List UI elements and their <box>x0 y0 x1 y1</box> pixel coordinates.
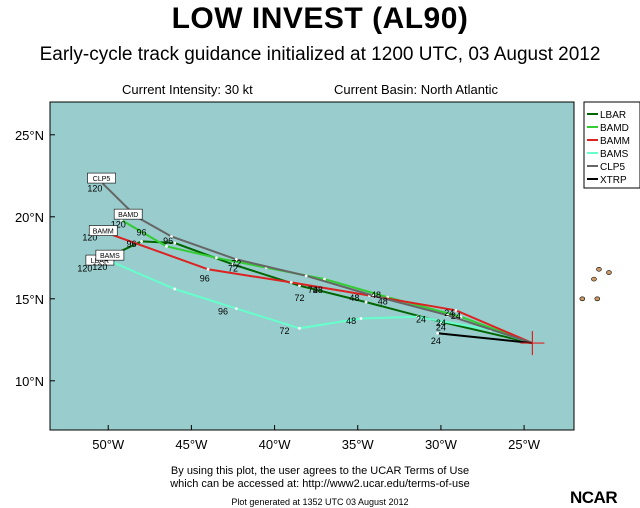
island-group <box>579 266 612 302</box>
track-point <box>304 274 308 278</box>
island-1 <box>606 270 612 275</box>
forecast-hour-label: 24 <box>444 308 454 318</box>
track-point <box>416 315 420 319</box>
forecast-hour-label: 72 <box>295 293 305 303</box>
track-point <box>459 315 463 319</box>
forecast-hour-label: 120 <box>111 219 126 229</box>
forecast-hour-label: 96 <box>136 228 146 238</box>
lat-tick-label: 10°N <box>15 374 44 389</box>
track-point <box>289 281 293 284</box>
forecast-hour-label: 48 <box>346 316 356 326</box>
lon-tick-label: 30°W <box>425 437 458 452</box>
ocean-frame <box>49 101 575 431</box>
current-position-marker <box>520 331 545 356</box>
track-point <box>371 294 375 297</box>
track-point <box>165 244 168 248</box>
legend-label-bams: BAMS <box>600 149 629 160</box>
terms-line-2[interactable]: which can be accessed at: http://www2.uc… <box>170 478 470 490</box>
lat-tick-label: 25°N <box>15 128 44 143</box>
track-lines: 24487296120LBAR24487296120BAMD2448729612… <box>77 172 533 346</box>
track-point <box>140 240 143 243</box>
legend-label-xtrp: XTRP <box>600 175 627 186</box>
legend-box <box>583 101 640 189</box>
model-tag-box <box>95 249 125 261</box>
island-3 <box>594 296 601 302</box>
forecast-hour-label: 24 <box>416 314 426 324</box>
lon-tick-label: 40°W <box>259 437 292 452</box>
track-point <box>298 284 301 288</box>
forecast-hour-label: 72 <box>280 326 290 336</box>
model-tag-label: BAMD <box>118 212 138 219</box>
forecast-hour-label: 96 <box>218 306 228 316</box>
track-point <box>323 277 326 281</box>
island-0 <box>591 276 597 282</box>
page-title: LOW INVEST (AL90) <box>171 2 469 35</box>
track-point <box>231 262 235 266</box>
forecast-hour-label: 120 <box>92 262 107 272</box>
model-tag-box <box>87 172 116 184</box>
lat-tick-label: 15°N <box>15 292 44 307</box>
forecast-hour-label: 96 <box>200 273 210 283</box>
lat-tick-label: 20°N <box>15 210 44 225</box>
lon-tick-label: 50°W <box>92 437 125 452</box>
forecast-hour-label: 120 <box>77 264 92 274</box>
legend-label-bamd: BAMD <box>600 123 629 134</box>
forecast-hour-label: 96 <box>127 239 137 249</box>
track-point <box>446 313 449 317</box>
lon-tick-label: 45°W <box>175 437 208 452</box>
track-point <box>436 331 439 335</box>
forecast-hour-label: 48 <box>349 293 359 303</box>
track-xtrp <box>437 332 533 345</box>
current-basin: Current Basin: North Atlantic <box>334 82 499 97</box>
forecast-hour-label: 120 <box>87 183 102 193</box>
forecast-hour-label: 24 <box>451 311 461 321</box>
forecast-hour-label: 24 <box>436 318 446 328</box>
ncar-logo: NCAR <box>570 488 618 507</box>
track-bamm <box>102 230 533 345</box>
page-subtitle: Early-cycle track guidance initialized a… <box>39 44 601 65</box>
forecast-hour-label: 48 <box>378 296 388 306</box>
forecast-hour-label: 72 <box>308 285 318 295</box>
track-point <box>454 308 458 312</box>
forecast-hour-label: 120 <box>82 232 97 242</box>
forecast-hour-label: 24 <box>436 323 446 333</box>
island-4 <box>596 266 602 272</box>
track-point <box>234 307 238 311</box>
legend-label-bamm: BAMM <box>600 136 630 147</box>
model-tag-label: BAMS <box>100 253 120 260</box>
terms-line-1: By using this plot, the user agrees to t… <box>170 465 470 477</box>
forecast-hour-label: 96 <box>163 236 173 246</box>
track-bams <box>109 260 533 345</box>
legend-label-clp5: CLP5 <box>600 162 625 173</box>
lon-tick-label: 25°W <box>508 437 541 452</box>
track-point <box>170 235 173 238</box>
track-point <box>173 287 177 291</box>
legend: LBAR BAMD BAMM BAMS CLP5 XTRP <box>583 101 640 189</box>
model-tag-label: CLP5 <box>93 176 111 183</box>
forecast-hour-label: 48 <box>313 285 323 295</box>
track-point <box>234 258 238 261</box>
forecast-hour-label: 72 <box>228 264 238 274</box>
legend-label-lbar: LBAR <box>600 110 626 121</box>
axis-ticks: 50°W 45°W 40°W 35°W 30°W 25°W 25°N 20°N 15°N 10°N <box>15 128 541 452</box>
model-tag-label: BAMM <box>93 229 114 236</box>
track-point <box>173 241 177 245</box>
forecast-hour-label: 48 <box>371 290 381 300</box>
model-tag-label: LBAR <box>91 258 109 265</box>
track-point <box>298 326 301 330</box>
track-point <box>214 256 218 260</box>
model-tag-box <box>88 225 118 236</box>
forecast-hour-label: 24 <box>431 336 441 346</box>
island-2 <box>579 296 586 302</box>
track-point <box>206 267 210 271</box>
track-point <box>359 317 363 320</box>
lon-tick-label: 35°W <box>342 437 375 452</box>
track-clp5 <box>100 181 533 345</box>
generated-time: Plot generated at 1352 UTC 03 August 201… <box>231 497 409 507</box>
current-intensity: Current Intensity: 30 kt <box>122 82 253 97</box>
track-point <box>364 300 368 304</box>
model-tag-box <box>113 208 143 220</box>
forecast-hour-label: 72 <box>231 259 241 269</box>
